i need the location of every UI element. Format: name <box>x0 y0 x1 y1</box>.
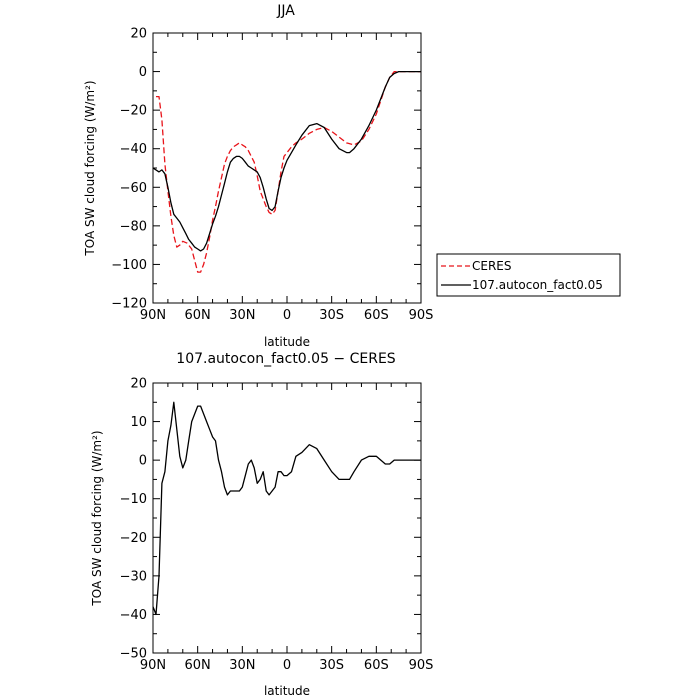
panel-1-plot-area: 90N 60N 30N 0 30S 60S 90S 20 0 −20 −40 −60 −80 −100 −1… <box>111 27 433 324</box>
panel-2-x-tick-label: 60S <box>364 658 389 673</box>
panel-1: JJA 90N 60N 30N 0 30S 60S 90S 20 0 −20 −40 −60 −80 −1… <box>83 3 621 349</box>
panel-1-x-tick-label: 90S <box>409 308 434 323</box>
panel-1-x-axis-label: latitude <box>264 335 310 349</box>
panel-2: 107.autocon_fact0.05 − CERES 90N 60N 30N 0 3… <box>90 351 433 698</box>
panel-1-series-line-2 <box>152 70 421 252</box>
legend-label-model: 107.autocon_fact0.05 <box>472 278 603 292</box>
panel-1-title: JJA <box>276 3 295 19</box>
panel-2-y-axis-label: TOA SW cloud forcing (W/m²) <box>90 430 104 606</box>
panel-2-title: 107.autocon_fact0.05 − CERES <box>176 351 396 367</box>
panel-1-frame <box>152 32 422 304</box>
panel-1-x-tick-label: 30N <box>229 308 255 323</box>
panel-1-x-tick-label: 0 <box>283 308 291 323</box>
panel-2-y-tick-label: −40 <box>120 608 147 623</box>
panel-1-y-axis-label: TOA SW cloud forcing (W/m²) <box>83 80 97 256</box>
panel-2-x-tick-label: 90N <box>140 658 166 673</box>
panel-1-y-tick-label: −60 <box>120 181 147 196</box>
panel-2-x-tick-label: 60N <box>185 658 211 673</box>
panel-1-x-tick-label: 60N <box>185 308 211 323</box>
panel-2-x-tick-label: 0 <box>283 658 291 673</box>
panel-1-x-tick-label: 90N <box>140 308 166 323</box>
panel-1-x-tick-label: 30S <box>319 308 344 323</box>
panel-2-y-tick-label: 10 <box>130 415 147 430</box>
panel-1-x-tick-label: 60S <box>364 308 389 323</box>
panel-1-y-tick-label: −40 <box>120 142 147 157</box>
legend: CERES 107.autocon_fact0.05 <box>436 253 621 297</box>
panel-1-y-tick-label: −120 <box>111 297 147 312</box>
panel-1-y-tick-label: −20 <box>120 104 147 119</box>
panel-1-series-line-1 <box>156 70 421 273</box>
panel-2-x-tick-label: 30N <box>229 658 255 673</box>
panel-2-y-tick-label: −20 <box>120 531 147 546</box>
panel-2-plot-area: 90N 60N 30N 0 30S 60S 90S 20 10 0 −10 −20 −30 −40 −50 <box>120 377 434 674</box>
panel-1-y-tick-label: 0 <box>139 65 147 80</box>
panel-2-x-tick-label: 30S <box>319 658 344 673</box>
panel-1-y-tick-label: 20 <box>130 27 147 42</box>
panel-2-y-tick-label: −10 <box>120 492 147 507</box>
panel-2-y-tick-label: −50 <box>120 647 147 662</box>
panel-2-x-axis-label: latitude <box>264 684 310 698</box>
panel-2-y-tick-label: 20 <box>130 377 147 392</box>
panel-1-y-tick-label: −100 <box>111 258 147 273</box>
panel-2-y-tick-label: −30 <box>120 569 147 584</box>
legend-label-ceres: CERES <box>472 259 512 273</box>
panel-2-series-line-1 <box>152 401 421 616</box>
legend-box <box>436 253 621 297</box>
panel-2-x-tick-label: 90S <box>409 658 434 673</box>
panel-2-frame <box>152 382 422 654</box>
panel-2-y-tick-label: 0 <box>139 454 147 469</box>
panel-1-y-tick-label: −80 <box>120 219 147 234</box>
